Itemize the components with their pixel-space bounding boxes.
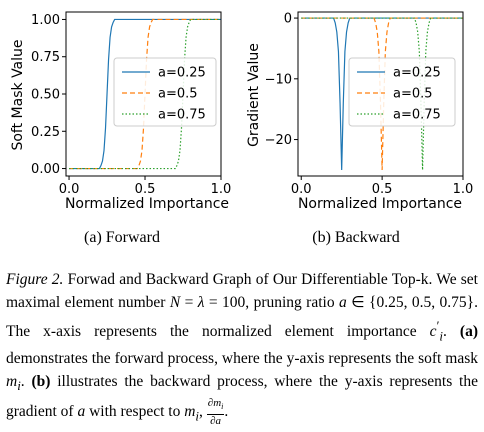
legend-entry: a=0.25 xyxy=(158,66,206,81)
y-tick-label: 0 xyxy=(284,12,292,27)
y-tick-label: 0.75 xyxy=(31,50,60,65)
series-line-a-0-25 xyxy=(69,18,221,170)
fraction-denominator: ∂a xyxy=(210,414,222,427)
figure-caption: Figure 2. Forwad and Backward Graph of O… xyxy=(6,268,478,428)
subcaption-backward: (b) Backward xyxy=(312,229,400,246)
symbol-c-sub: i xyxy=(439,328,443,344)
y-tick-label: 1.00 xyxy=(31,13,60,28)
x-tick-label: 0.0 xyxy=(59,182,80,197)
y-tick-label: 0.50 xyxy=(31,88,60,103)
legend-box xyxy=(348,57,456,127)
series-line-a-0-5 xyxy=(301,17,463,170)
legend-entry: a=0.25 xyxy=(393,66,441,81)
y-tick-label: 0.00 xyxy=(31,162,60,177)
panel-backward: 0.0 0.5 1.0 0 −10 −20 a=0.25 a=0.5 a=0.75 Normal… xyxy=(246,11,474,246)
symbol-lambda: λ xyxy=(197,294,205,311)
series-line-a-0-25 xyxy=(301,17,463,170)
fraction-numerator: ∂m xyxy=(207,397,222,410)
caption-text: , xyxy=(199,403,207,421)
symbol-m-sub: i xyxy=(195,408,200,424)
series-line-a-0-75 xyxy=(69,18,221,170)
caption-ref-a: (a) xyxy=(459,323,478,341)
caption-text: with respect to xyxy=(85,403,185,421)
fraction-dm-da: ∂mi ∂a xyxy=(206,397,225,427)
x-tick-label: 0.5 xyxy=(372,182,393,197)
y-tick-label: −20 xyxy=(265,133,292,148)
figure-2: 0.0 0.5 1.00.000.250.500.751.00a=0.25a=0.5… xyxy=(10,11,474,246)
legend-box xyxy=(113,57,217,127)
axes-forward: 0.0 0.5 1.0 0.00 0.25 0.50 0.75 1.00 a=0.25 a=0.5… xyxy=(31,11,232,197)
subcaption-forward: (a) Forward xyxy=(84,229,160,246)
y-tick-label: −10 xyxy=(265,72,292,87)
y-axis-label-backward: Gradient Value xyxy=(246,43,262,147)
caption-text: . xyxy=(20,373,32,391)
caption-text: ∈ {0.25, 0.5, 0.75}. The x-axis represen… xyxy=(6,294,478,341)
caption-text: = xyxy=(180,294,198,311)
legend-entry: a=0.75 xyxy=(158,108,206,123)
fraction-numerator-sub: i xyxy=(221,402,224,412)
y-tick-label: 0.25 xyxy=(31,125,60,140)
symbol-n: N xyxy=(169,294,181,311)
axes-backward: 0.0 0.5 1.0 0 −10 −20 a=0.25 a=0.5 a=0.75 xyxy=(265,11,474,197)
plot-frame xyxy=(297,11,464,177)
caption-text: . xyxy=(442,323,460,341)
caption-text: Forwad and Backward Graph of Our Differe… xyxy=(6,271,478,311)
symbol-a: a xyxy=(77,403,86,421)
caption-text: illustrates the backward process, where … xyxy=(6,373,478,421)
legend-entry: a=0.75 xyxy=(393,108,441,123)
panel-forward: 0.0 0.5 1.0 0.00 0.25 0.50 0.75 1.00 a=0.25 a=0.5… xyxy=(10,11,232,246)
caption-ref-b: (b) xyxy=(31,373,51,391)
plot-area-forward xyxy=(69,18,221,170)
caption-label: Figure 2. xyxy=(6,271,64,288)
symbol-c: c xyxy=(429,323,437,341)
symbol-c-prime: ′ xyxy=(436,318,440,333)
y-axis-label-forward: Soft Mask Value xyxy=(10,39,26,150)
plot-area-backward xyxy=(301,17,463,170)
symbol-m: m xyxy=(6,373,18,391)
x-tick-label: 0.5 xyxy=(135,182,156,197)
caption-text: = 100, pruning ratio xyxy=(204,294,339,311)
caption-text: . xyxy=(224,403,229,421)
symbol-m: m xyxy=(184,403,196,421)
x-tick-label: 1.0 xyxy=(211,182,232,197)
x-axis-label-forward: Normalized Importance xyxy=(65,196,229,212)
caption-text: demonstrates the forward process, where … xyxy=(6,350,478,368)
symbol-m-sub: i xyxy=(17,378,21,394)
legend-entry: a=0.5 xyxy=(393,87,433,102)
x-tick-label: 1.0 xyxy=(453,182,474,197)
x-tick-label: 0.0 xyxy=(291,182,312,197)
x-axis-label-backward: Normalized Importance xyxy=(298,196,462,212)
legend-entry: a=0.5 xyxy=(158,87,198,102)
symbol-a: a xyxy=(339,294,347,311)
